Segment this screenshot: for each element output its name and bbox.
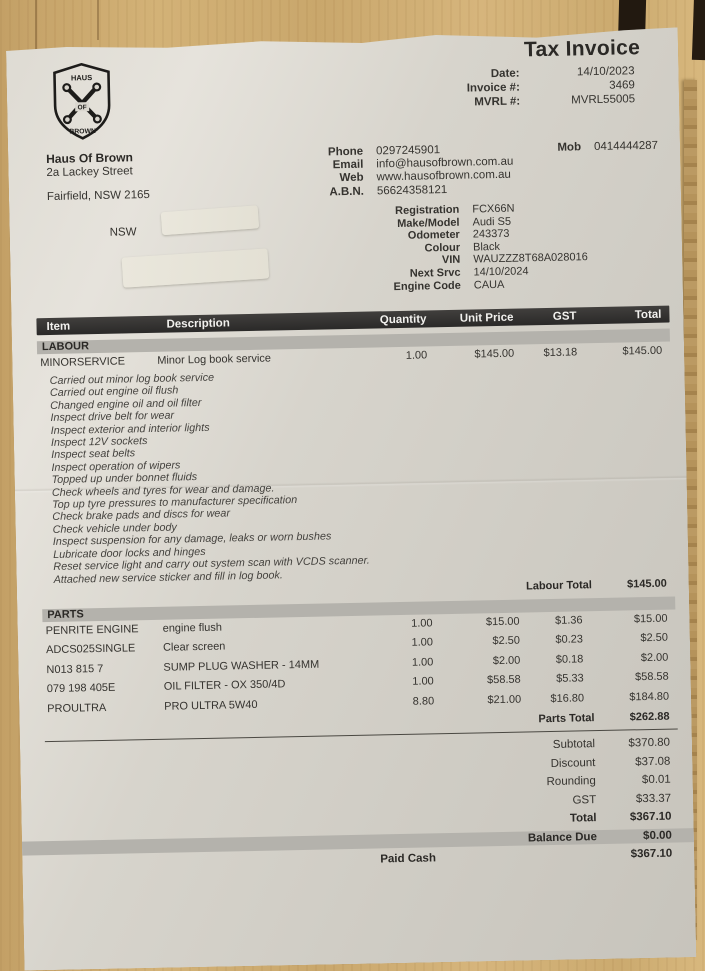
cell-unit-price: $21.00 [487,693,522,707]
invoice-meta: Date: 14/10/2023 Invoice #: 3469 MVRL #:… [314,64,635,112]
contact-value: 56624358121 [376,183,448,197]
vehicle-value: CAUA [473,278,505,292]
cell-unit-price: $2.00 [492,654,521,668]
cell-gst: $1.36 [554,614,583,627]
vehicle-block: NSW Registration FCX66N Make/Model Audi … [9,199,683,312]
col-description: Description [166,316,230,331]
cell-unit-price: $15.00 [485,615,520,629]
invoice-paper: HAUS OF BROWN Tax Invoice Date: 14/10/20… [6,27,697,970]
cell-item: MINORSERVICE [40,355,126,370]
cell-gst: $5.33 [556,672,584,686]
summary-value: $370.80 [628,737,671,750]
page-title: Tax Invoice [523,36,641,62]
business-contacts: Phone 0297245901 Mob 0414444287 Email in… [303,140,659,200]
contact-label: Email [332,158,364,172]
paid-label: Paid Cash [380,852,437,866]
summary-value: $33.37 [635,792,672,805]
labour-notes: Carried out minor log book service Carri… [38,363,675,587]
address-line: Fairfield, NSW 2165 [46,188,150,204]
cell-gst: $16.80 [550,692,585,705]
vehicle-label: Engine Code [393,279,461,293]
contact-label: Web [339,172,364,185]
balance-due-value: $0.00 [643,830,673,843]
meta-label: MVRL #: [474,95,521,109]
invoice-table: Item Description Quantity Unit Price GST… [36,306,680,875]
business-address: Haus Of Brown 2a Lackey Street Fairfield… [46,150,150,204]
redaction-patch [122,248,270,287]
cell-total: $2.50 [640,632,669,645]
cell-item: PENRITE ENGINE [45,623,139,638]
cell-quantity: 1.00 [411,656,434,669]
cell-total: $2.00 [640,651,669,665]
logo-middle-text: OF [78,104,87,111]
cell-quantity: 1.00 [412,675,434,689]
col-gst: GST [552,309,577,323]
cell-gst: $0.18 [555,653,584,666]
cell-total: $184.80 [629,690,670,704]
mob-value: 0414444287 [593,139,659,154]
cell-unit-price: $145.00 [474,347,515,361]
logo-top-text: HAUS [71,73,92,82]
cell-total: $15.00 [633,612,668,626]
redaction-patch [161,205,259,235]
cell-unit-price: $58.58 [486,674,521,687]
wood-grain-streak [35,0,37,52]
cell-item: ADCS025SINGLE [45,642,136,657]
summary-block: Subtotal $370.80 Discount $37.08 Roundin… [45,734,680,839]
invoice-photo: { "colors": { "wood": "#c9a76c", "paper"… [0,0,705,940]
haus-of-brown-logo shield-icon: HAUS OF BROWN [51,61,113,142]
col-total: Total [634,308,662,321]
cell-quantity: 1.00 [411,617,433,630]
summary-value: $37.08 [635,755,671,769]
cell-gst: $0.23 [555,633,584,647]
cell-total: $58.58 [634,671,669,684]
cell-quantity: 8.80 [412,695,435,708]
cell-item: 079 198 405E [46,682,116,696]
cell-quantity: 1.00 [405,349,428,362]
meta-value: MVRL55005 [571,93,636,107]
cell-description: PRO ULTRA 5W40 [164,698,258,713]
cell-item: N013 815 7 [46,662,104,677]
desk-corner-shadow [691,0,705,61]
invoice-header: Tax Invoice Date: 14/10/2023 Invoice #: … [314,36,663,113]
contact-label: A.B.N. [329,185,365,198]
cell-gst: $13.18 [543,346,578,360]
parts-total-value: $262.88 [629,711,670,724]
customer-state: NSW [109,226,137,239]
vehicle-details: Registration FCX66N Make/Model Audi S5 O… [299,201,588,295]
parts-rows: PENRITE ENGINE engine flush 1.00 $15.00 … [42,609,677,719]
contact-label: Phone [327,145,364,159]
logo-bottom-text: BROWN [69,128,96,136]
cell-item: PROULTRA [47,701,107,716]
summary-value: $367.10 [629,810,672,824]
col-unit-price: Unit Price [459,311,514,325]
mob-label: Mob [557,141,582,154]
cell-quantity: 1.00 [411,636,434,650]
col-quantity: Quantity [379,312,427,326]
summary-value: $0.01 [641,773,671,787]
cell-unit-price: $2.50 [492,635,521,648]
labour-total-value: $145.00 [626,577,667,591]
col-item: Item [46,320,71,333]
paid-value: $367.10 [630,848,673,861]
cell-description: Minor Log book service [157,352,272,367]
wood-grain-streak [97,0,99,40]
cell-total: $145.00 [622,344,663,358]
